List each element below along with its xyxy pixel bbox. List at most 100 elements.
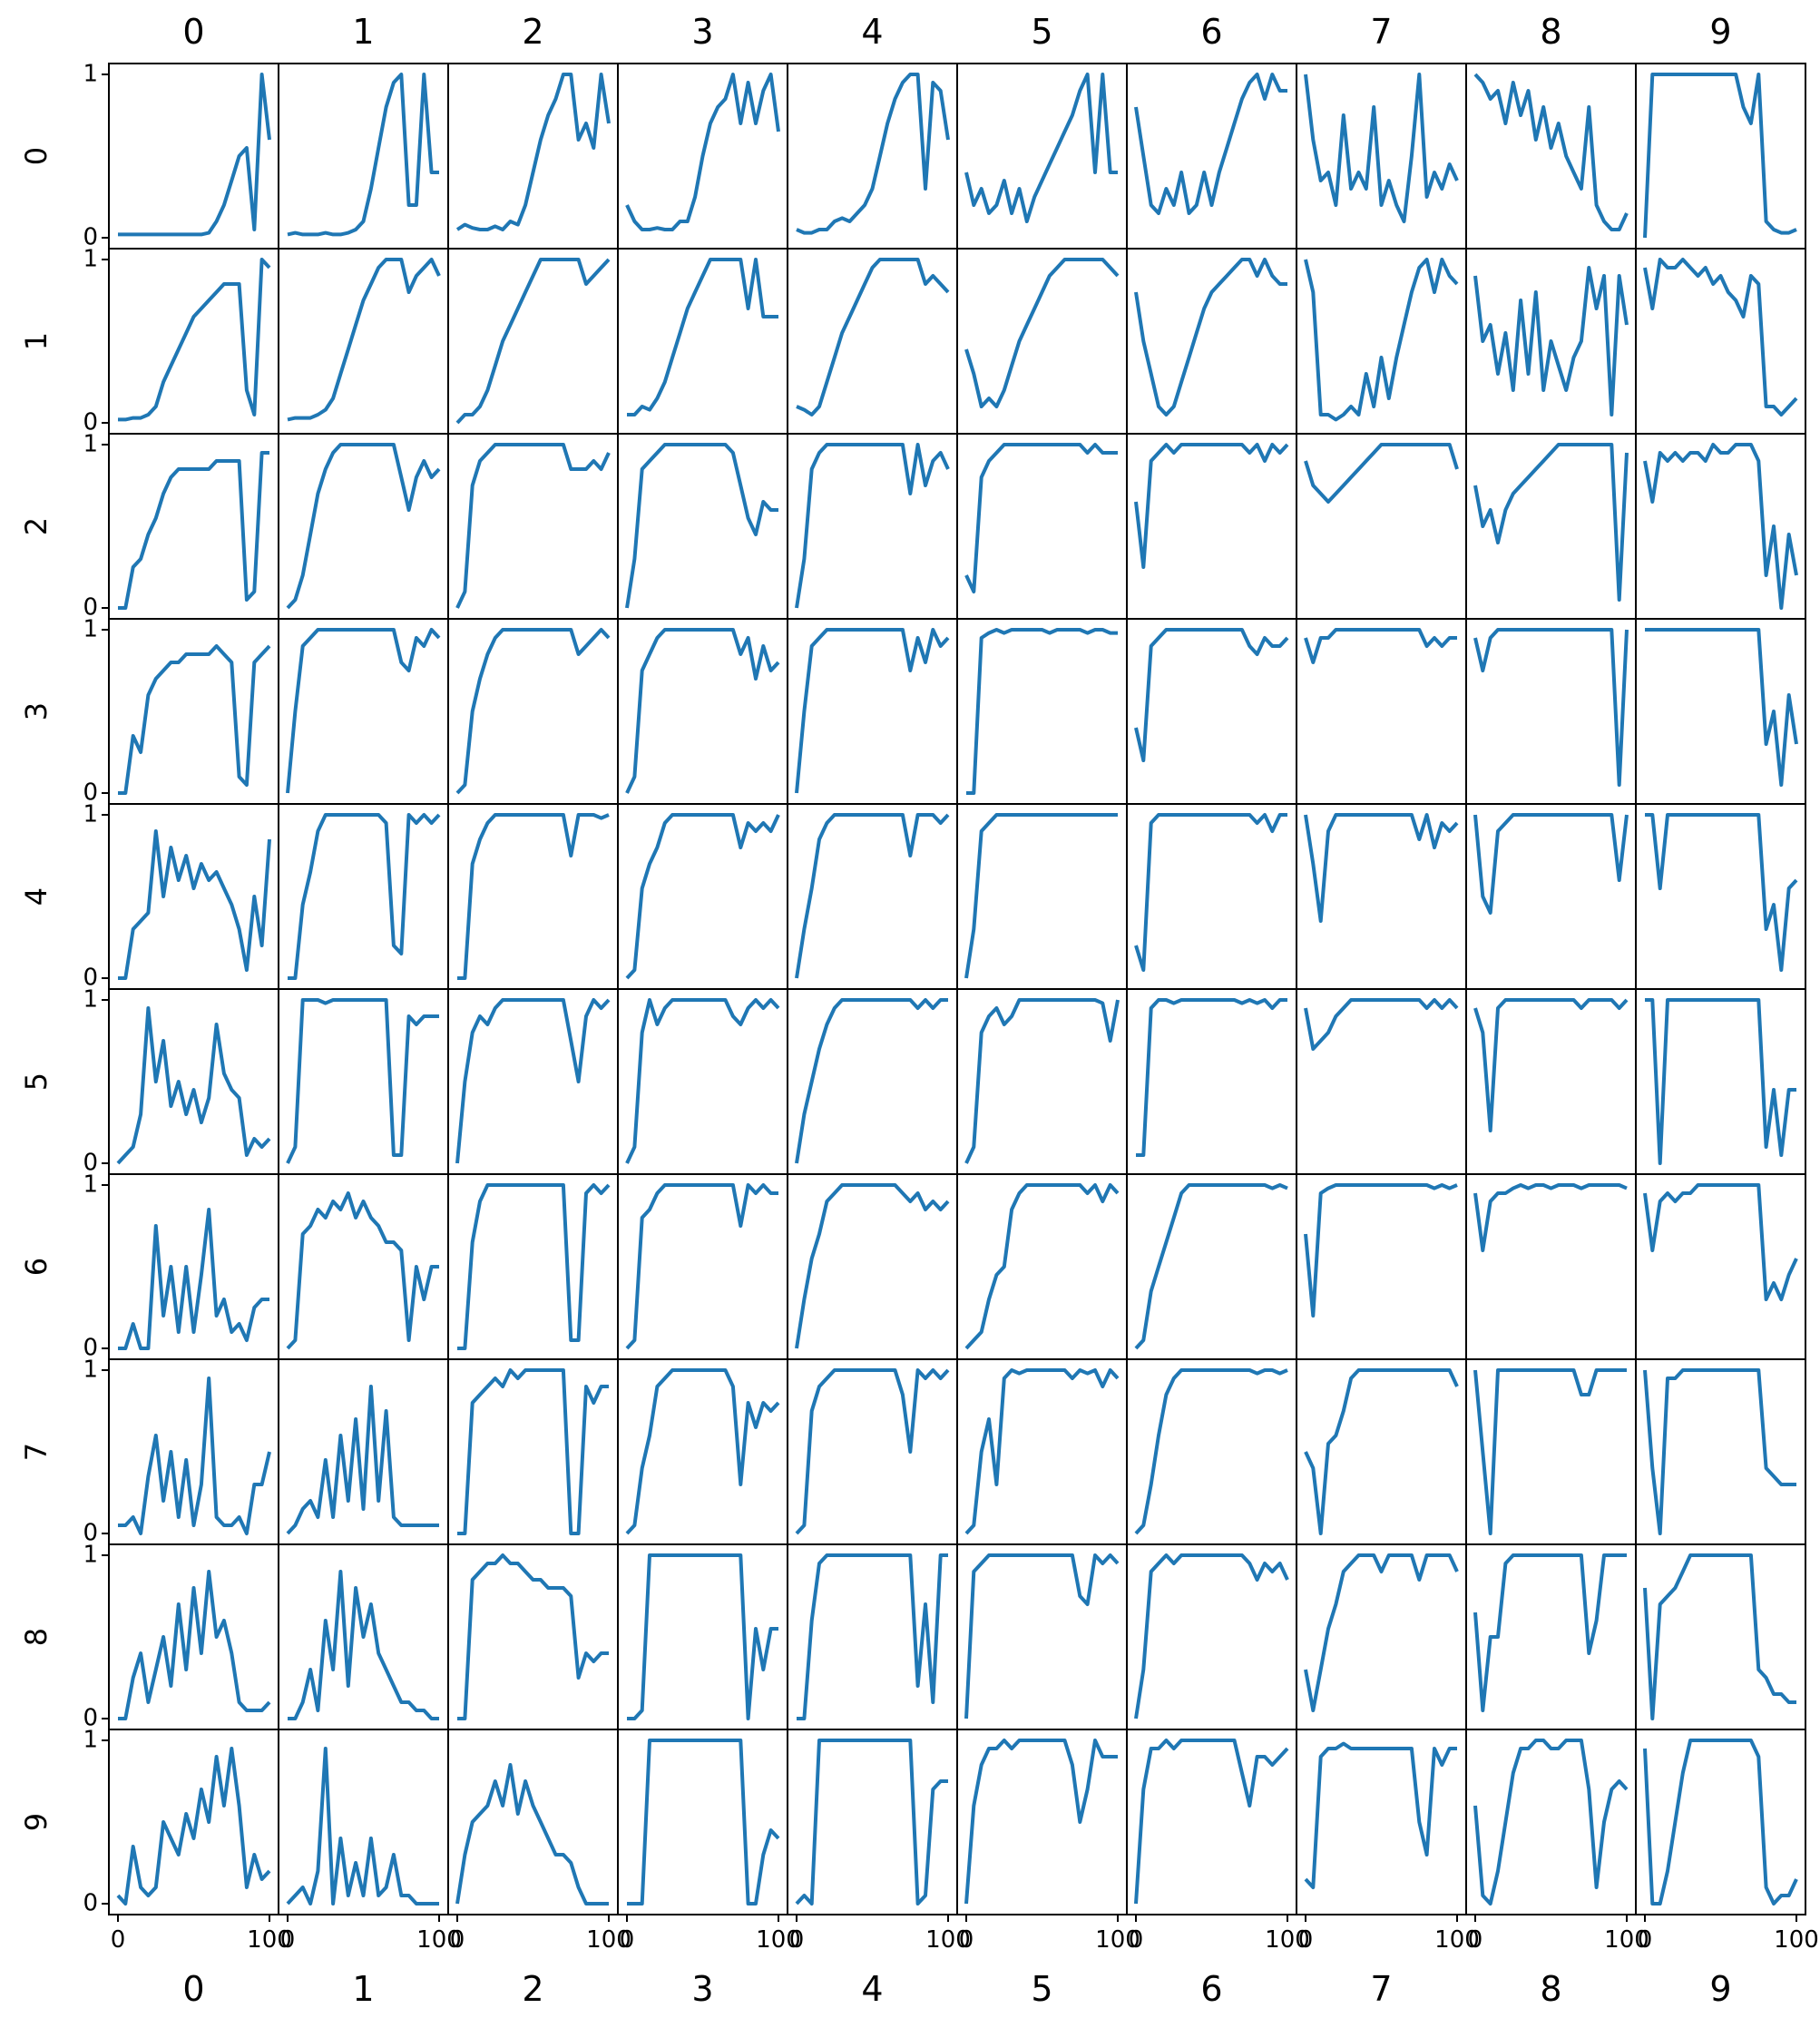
panel: [1296, 63, 1467, 250]
panel: [956, 988, 1128, 1175]
panel: [956, 803, 1128, 990]
panel-frame: [278, 248, 449, 435]
series-line: [1134, 1553, 1289, 1719]
x-tick-label: 100: [586, 1926, 631, 1954]
series-line: [964, 813, 1118, 979]
panel: 0 100: [956, 1729, 1140, 1954]
series-line: [1645, 998, 1796, 1165]
series-line: [455, 258, 611, 425]
series-line: [455, 443, 611, 609]
series-line: [1304, 628, 1457, 664]
x-tick-label: 0: [1638, 1926, 1653, 1954]
series-line: [795, 998, 948, 1164]
panel: [1465, 248, 1637, 435]
panel: [787, 1173, 958, 1360]
panel-frame: [108, 1543, 279, 1730]
x-tick-label: 0: [111, 1926, 126, 1954]
panel: [787, 433, 958, 620]
series-line: [625, 1368, 780, 1535]
panel: 0 100: [278, 1729, 462, 1954]
series-line: [964, 1553, 1120, 1719]
panel: 01: [83, 1171, 279, 1362]
panel-frame: [108, 1729, 279, 1915]
panel: [1635, 1358, 1806, 1545]
panel: 01: [83, 1542, 279, 1732]
series-line: [1473, 443, 1629, 602]
panel-frame: [447, 988, 619, 1175]
panel: [1126, 63, 1297, 250]
x-tick-label: 0: [450, 1926, 465, 1954]
x-tick-label: 100: [1604, 1926, 1649, 1954]
row-title: 1: [19, 332, 54, 350]
series-line: [1643, 443, 1798, 610]
y-tick-label: 0: [83, 1150, 98, 1177]
panel: [956, 1358, 1128, 1545]
series-line: [625, 813, 780, 980]
panel: [1465, 1358, 1637, 1545]
panel: [617, 248, 788, 435]
series-line: [1304, 73, 1459, 223]
column-x-label: 8: [1540, 1969, 1561, 2009]
series-line: [457, 1553, 609, 1720]
series-line: [118, 1376, 271, 1535]
panel: [447, 803, 619, 990]
series-line: [627, 258, 778, 416]
panel: [1635, 1173, 1806, 1360]
panel-frame: [447, 1358, 619, 1545]
series-line: [1304, 1553, 1459, 1712]
series-line: [116, 1006, 271, 1165]
panel: 01: [83, 246, 279, 436]
column-x-label: 0: [182, 1969, 204, 2009]
panel: [447, 1358, 619, 1545]
row-title: 8: [19, 1628, 54, 1646]
series-line: [964, 1739, 1118, 1905]
panel-frame: [617, 433, 788, 620]
panel-frame: [1296, 63, 1467, 250]
column-title: 5: [1031, 12, 1052, 52]
column-titles: 0 1 2 3 4 5 6 7 8 9: [182, 12, 1731, 52]
series-line: [1473, 1368, 1627, 1535]
series-line: [796, 258, 950, 416]
y-tick-label: 1: [83, 616, 98, 643]
panel-frame: [956, 988, 1128, 1175]
panel: [278, 988, 449, 1175]
panel: [278, 1173, 449, 1360]
panel: [278, 433, 449, 620]
panel: [956, 63, 1128, 250]
y-tick-label: 1: [83, 1357, 98, 1384]
series-line: [118, 1208, 269, 1350]
series-line: [1643, 1368, 1796, 1535]
series-line: [795, 628, 950, 794]
panel-frame: [1465, 63, 1637, 250]
x-tick-label: 100: [1774, 1926, 1819, 1954]
panel: [278, 1358, 449, 1545]
series-line: [625, 443, 778, 609]
panel: [278, 248, 449, 435]
series-line: [455, 1763, 609, 1906]
panel: [787, 1543, 958, 1730]
series-line: [1304, 998, 1459, 1051]
panel: [956, 248, 1128, 435]
panel-frame: [1635, 1729, 1806, 1915]
series-line: [1304, 1183, 1458, 1318]
series-line: [1643, 1183, 1798, 1301]
panel: [447, 1173, 619, 1360]
panel-frame: [617, 803, 788, 990]
series-line: [118, 644, 271, 795]
column-x-label: 4: [861, 1969, 883, 2009]
series-line: [1473, 1183, 1628, 1252]
panel-frame: [1126, 1729, 1297, 1915]
series-line: [1134, 258, 1287, 416]
row-title: 3: [19, 702, 54, 720]
panel: [1126, 1173, 1297, 1360]
x-tick-label: 0: [1129, 1926, 1144, 1954]
series-line: [118, 451, 269, 610]
series-line: [1134, 443, 1289, 569]
panel-frame: [1296, 433, 1467, 620]
column-x-label: 6: [1200, 1969, 1222, 2009]
series-line: [1304, 258, 1459, 422]
series-line: [455, 73, 611, 231]
series-line: [795, 813, 950, 979]
series-line: [1134, 1183, 1288, 1350]
x-tick-label: 100: [1434, 1926, 1480, 1954]
